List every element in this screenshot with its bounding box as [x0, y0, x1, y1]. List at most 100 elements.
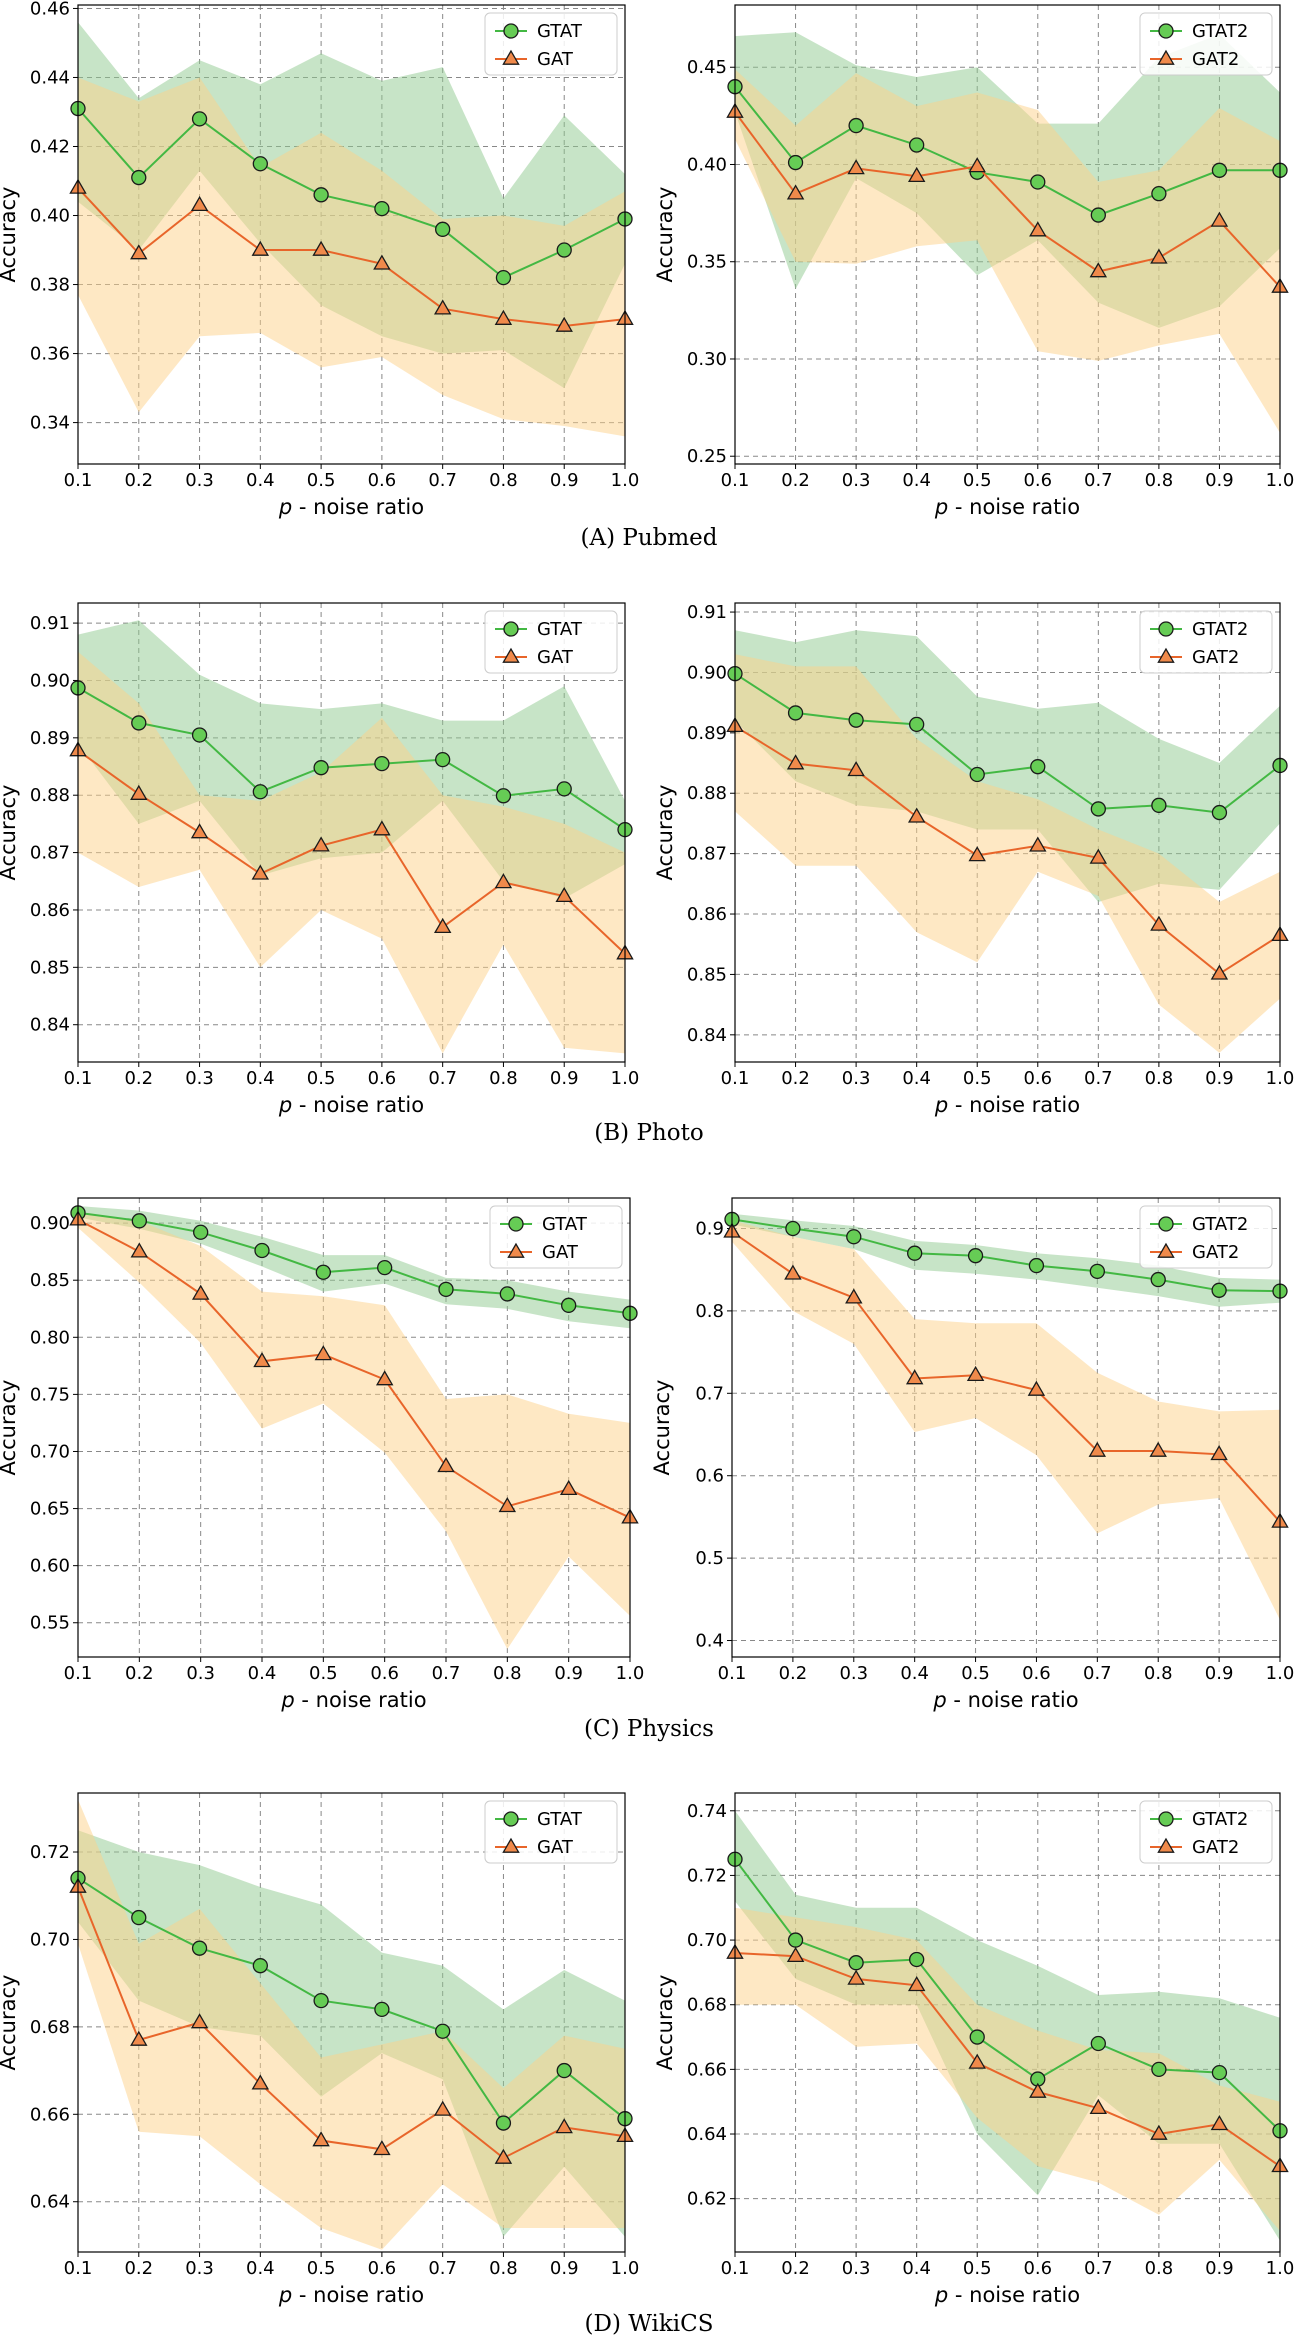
point-gat [190, 823, 209, 839]
point-gat [494, 309, 513, 325]
point-gat2 [1150, 2124, 1168, 2140]
caption-c: (C) Physics [584, 1716, 714, 1742]
x-tick-label: 0.1 [64, 1663, 93, 1684]
x-tick-label: 0.4 [902, 470, 931, 491]
y-axis-label: Accuracy [0, 187, 20, 283]
point-gat2 [966, 1365, 985, 1382]
point-gat [555, 2118, 573, 2134]
x-tick-label: 0.2 [781, 2258, 810, 2279]
point-gtat2 [1211, 2064, 1228, 2081]
x-tick-label: 0.4 [246, 2258, 275, 2279]
point-gat2 [907, 166, 926, 183]
y-axis-label: Accuracy [0, 785, 20, 881]
y-tick-label: 0.66 [687, 2059, 727, 2080]
x-axis-label: p - noise ratio [934, 2283, 1080, 2307]
x-axis-label: p - noise ratio [932, 1688, 1078, 1712]
y-tick-label: 0.86 [30, 900, 70, 921]
point-gtat2 [909, 137, 925, 153]
x-axis-label-text: - noise ratio [295, 1688, 427, 1712]
point-gat2 [1150, 248, 1168, 264]
point-gat2 [1089, 848, 1108, 864]
point-gat [373, 254, 391, 270]
legend: GTAT2 GAT2 [1139, 1205, 1273, 1269]
y-tick-label: 0.40 [687, 154, 727, 175]
point-gat [373, 820, 391, 836]
x-tick-label: 0.3 [842, 1068, 871, 1089]
x-axis-label-italic: p [278, 2283, 292, 2307]
x-axis-label-italic: p [934, 1093, 948, 1117]
y-axis-label: Accuracy [650, 1380, 674, 1476]
x-tick-label: 1.0 [1266, 470, 1295, 491]
point-gat [130, 784, 148, 800]
y-tick-label: 0.42 [30, 136, 70, 157]
point-gtat2 [969, 2029, 985, 2045]
x-tick-label: 0.7 [428, 1068, 457, 1089]
point-gat [498, 1496, 517, 1513]
point-gtat [313, 187, 329, 203]
y-tick-label: 0.87 [687, 844, 727, 865]
legend-label: GAT2 [1192, 647, 1239, 668]
x-axis-label-text: - noise ratio [947, 1688, 1079, 1712]
chart-B-right: 0.1 0.2 0.3 0.4 0.5 0.6 0.7 0.8 0.9 1.0 0.84 0.85 0.… [653, 602, 1294, 1117]
x-tick-label: 0.6 [368, 470, 397, 491]
y-tick-label: 0.84 [30, 1015, 70, 1036]
y-axis-label: Accuracy [653, 1975, 677, 2071]
x-tick-label: 0.1 [64, 1068, 93, 1089]
x-axis-label-italic: p [934, 495, 948, 519]
x-tick-label: 0.8 [489, 470, 518, 491]
point-gat [375, 1370, 394, 1386]
x-tick-label: 0.9 [1205, 1068, 1234, 1089]
chart-C-left: 0.1 0.2 0.3 0.4 0.5 0.6 0.7 0.8 0.9 1.0 0.55 0.60 0.… [0, 1197, 644, 1712]
line-gat2 [734, 725, 1281, 976]
point-gat [312, 240, 330, 256]
point-gtat [435, 221, 451, 237]
y-tick-label: 0.44 [30, 67, 70, 88]
x-tick-label: 0.8 [489, 2258, 518, 2279]
y-axis-label: Accuracy [653, 187, 677, 283]
x-axis-label: p - noise ratio [278, 2283, 424, 2307]
y-tick-label: 0.85 [30, 957, 70, 978]
legend: GTAT GAT [484, 12, 618, 76]
plot-frame [77, 4, 626, 465]
legend-marker [1158, 621, 1174, 637]
x-tick-label: 0.5 [963, 1068, 992, 1089]
x-axis-label-italic: p [278, 1093, 292, 1117]
legend-label: GTAT [537, 1809, 583, 1830]
y-tick-label: 0.74 [687, 1801, 727, 1822]
y-tick-label: 0.75 [30, 1384, 70, 1405]
y-tick-label: 0.70 [30, 1441, 70, 1462]
y-axis-label: Accuracy [0, 1975, 20, 2071]
x-tick-label: 0.7 [428, 2258, 457, 2279]
point-gat2 [907, 807, 926, 823]
x-tick-label: 0.6 [1023, 470, 1052, 491]
y-tick-label: 0.45 [687, 57, 727, 78]
legend-marker [1158, 1811, 1174, 1827]
point-gat2 [847, 159, 865, 175]
caption-d: (D) WikiCS [585, 2311, 714, 2337]
x-tick-label: 0.8 [493, 1663, 522, 1684]
x-tick-label: 0.3 [186, 1663, 215, 1684]
y-tick-label: 0.68 [30, 2017, 70, 2038]
point-gat2 [1029, 2082, 1047, 2098]
point-gtat [377, 1259, 393, 1276]
band-gat2 [732, 1220, 1280, 1620]
chart-D-right: 0.1 0.2 0.3 0.4 0.5 0.6 0.7 0.8 0.9 1.0 0.62 0.64 0.… [653, 1792, 1294, 2307]
chart-C-right: 0.1 0.2 0.3 0.4 0.5 0.6 0.7 0.8 0.9 1.0 0.4 0.5 0.6 0… [650, 1197, 1294, 1712]
point-gtat [131, 1909, 147, 1926]
legend: GTAT2 GAT2 [1139, 610, 1273, 674]
x-tick-label: 1.0 [611, 2258, 640, 2279]
point-gat [314, 1345, 333, 1361]
y-axis-label: Accuracy [0, 1380, 20, 1476]
x-tick-label: 0.7 [1083, 1663, 1112, 1684]
point-gtat2 [1090, 801, 1106, 817]
legend-label: GAT2 [1192, 1837, 1239, 1858]
line-gtat2 [734, 86, 1280, 217]
point-gat [191, 1284, 210, 1300]
x-tick-label: 0.5 [307, 2258, 336, 2279]
point-gat [253, 1351, 271, 1368]
x-axis-label-italic: p [278, 495, 292, 519]
point-gtat [254, 1242, 270, 1259]
point-gtat2 [787, 705, 804, 721]
point-gat [130, 244, 148, 260]
